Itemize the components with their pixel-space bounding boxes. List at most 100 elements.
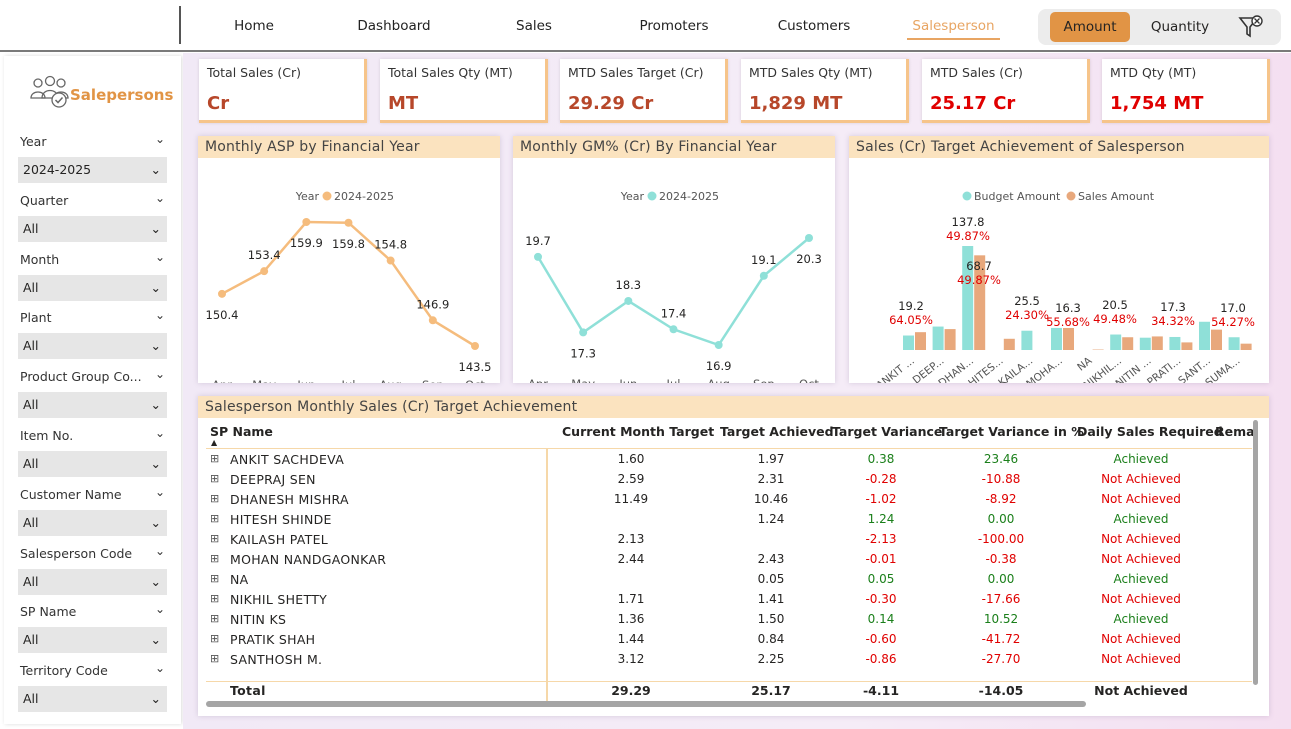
nav-divider	[179, 6, 181, 44]
col-target-achieved[interactable]: Target Achieved	[720, 424, 834, 439]
horizontal-scrollbar[interactable]	[206, 701, 1086, 707]
filter-dropdown-0[interactable]: 2024-2025 ⌄	[18, 157, 167, 183]
cell-variance: 0.38	[867, 452, 895, 466]
filter-dropdown-2[interactable]: All ⌄	[18, 274, 167, 301]
expand-icon[interactable]: ⊞	[210, 512, 220, 525]
expand-icon[interactable]: ⊞	[210, 632, 220, 645]
col-remaining[interactable]: Remai	[1215, 424, 1259, 439]
bar-budget	[1051, 327, 1062, 350]
expand-icon[interactable]: ⊞	[210, 652, 220, 665]
nav-customers[interactable]: Customers	[777, 18, 851, 34]
filter-value: All	[23, 573, 39, 589]
chevron-down-icon[interactable]: ⌄	[154, 132, 165, 146]
table-row[interactable]: ⊞ DEEPRAJ SEN 2.59 2.31 -0.28 -10.88 Not Achie…	[198, 472, 1248, 492]
filter-label-7[interactable]: Salesperson Code ⌄	[20, 543, 167, 561]
bar-budget	[1228, 337, 1240, 350]
filter-dropdown-8[interactable]: All ⌄	[18, 627, 167, 654]
table-row[interactable]: ⊞ NA 0.05 0.05 0.00 Achieved	[198, 572, 1248, 592]
filter-dropdown-3[interactable]: All ⌄	[18, 333, 167, 360]
filter-label-0[interactable]: Year ⌄	[20, 132, 167, 149]
table-row[interactable]: ⊞ HITESH SHINDE 1.24 1.24 0.00 Achieved	[198, 512, 1248, 532]
kpi-value: 25.17 Cr	[930, 93, 1016, 114]
cell-target: 2.13	[617, 532, 645, 546]
expand-icon[interactable]: ⊞	[210, 452, 220, 465]
table-row[interactable]: ⊞ MOHAN NANDGAONKAR 2.44 2.43 -0.01 -0.38 Not …	[198, 552, 1248, 572]
x-tick-label: Apr	[212, 378, 232, 383]
chevron-down-icon[interactable]: ⌄	[154, 543, 165, 558]
clear-filter-icon[interactable]	[1237, 13, 1265, 41]
filter-dropdown-1[interactable]: All ⌄	[18, 215, 167, 242]
nav-sales[interactable]: Sales	[516, 18, 552, 34]
cell-target: 1.44	[617, 632, 645, 646]
data-label: 150.4	[206, 308, 239, 322]
filter-label-9[interactable]: Territory Code ⌄	[20, 661, 167, 678]
filter-label-4[interactable]: Product Group Co... ⌄	[20, 367, 167, 384]
expand-icon[interactable]: ⊞	[210, 472, 220, 485]
filter-dropdown-7[interactable]: All ⌄	[18, 568, 167, 595]
filter-dropdown-5[interactable]: All ⌄	[18, 451, 167, 477]
vertical-scrollbar[interactable]	[1253, 420, 1258, 685]
filter-value: All	[23, 514, 39, 530]
table-row[interactable]: ⊞ DHANESH MISHRA 11.49 10.46 -1.02 -8.92 Not A…	[198, 492, 1248, 512]
sp-name: NITIN KS	[230, 612, 287, 627]
nav-dashboard[interactable]: Dashboard	[357, 18, 431, 34]
cell-variance-pct: -27.70	[981, 652, 1021, 666]
chevron-down-icon[interactable]: ⌄	[154, 602, 165, 617]
table-row[interactable]: ⊞ NITIN KS 1.36 1.50 0.14 10.52 Achieved	[198, 612, 1248, 632]
filter-dropdown-4[interactable]: All ⌄	[18, 392, 167, 419]
expand-icon[interactable]: ⊞	[210, 532, 220, 545]
nav-promoters[interactable]: Promoters	[639, 18, 709, 34]
col-sp-name[interactable]: SP Name	[210, 424, 273, 439]
sp-name: NIKHIL SHETTY	[230, 592, 328, 607]
nav-home[interactable]: Home	[234, 18, 274, 34]
expand-icon[interactable]: ⊞	[210, 612, 220, 625]
x-tick-label: Aug	[707, 377, 729, 383]
col-target-variance[interactable]: Target Variance	[832, 424, 943, 439]
col-daily-sales-required[interactable]: Daily Sales Required	[1077, 424, 1223, 439]
col-target-variance-pct[interactable]: Target Variance in %	[939, 424, 1084, 439]
filter-dropdown-6[interactable]: All ⌄	[18, 509, 167, 536]
cell-status: Not Achieved	[1101, 532, 1181, 546]
expand-icon[interactable]: ⊞	[210, 572, 220, 585]
table-row[interactable]: ⊞ ANKIT SACHDEVA 1.60 1.97 0.38 23.46 Achieved	[198, 452, 1248, 472]
cell-variance: -2.13	[865, 532, 897, 546]
table-row[interactable]: ⊞ KAILASH PATEL 2.13 -2.13 -100.00 Not Achiev…	[198, 532, 1248, 552]
filter-label-6[interactable]: Customer Name ⌄	[20, 484, 167, 502]
filter-label-3[interactable]: Plant ⌄	[20, 308, 167, 325]
chevron-down-icon[interactable]: ⌄	[154, 484, 165, 499]
nav-salesperson[interactable]: Salesperson	[907, 18, 1000, 40]
chevron-down-icon[interactable]: ⌄	[154, 249, 165, 264]
table-row[interactable]: ⊞ NIKHIL SHETTY 1.71 1.41 -0.30 -17.66 Not Ach…	[198, 592, 1248, 612]
chevron-down-icon[interactable]: ⌄	[154, 661, 165, 676]
filter-label-2[interactable]: Month ⌄	[20, 249, 167, 267]
col-current-month-target[interactable]: Current Month Target	[562, 424, 715, 439]
filter-label-text: Quarter	[20, 192, 69, 208]
filter-label-8[interactable]: SP Name ⌄	[20, 602, 167, 619]
bar-pct-label: 49.48%	[1093, 312, 1137, 326]
chevron-down-icon: ⌄	[150, 573, 161, 589]
legend-sales: Sales Amount	[1078, 190, 1155, 203]
chevron-down-icon[interactable]: ⌄	[154, 367, 165, 382]
data-label: 17.4	[661, 306, 687, 320]
chevron-down-icon[interactable]: ⌄	[154, 426, 165, 440]
cell-status: Achieved	[1113, 572, 1169, 586]
expand-icon[interactable]: ⊞	[210, 592, 220, 605]
cell-achieved: 0.84	[757, 632, 785, 646]
amount-button[interactable]: Amount	[1050, 12, 1130, 42]
table-row[interactable]: ⊞ SANTHOSH M. 3.12 2.25 -0.86 -27.70 Not Achie…	[198, 652, 1248, 672]
cell-variance-pct: -100.00	[977, 532, 1025, 546]
filter-label-5[interactable]: Item No. ⌄	[20, 426, 167, 443]
bar-pct-label: 24.30%	[1005, 308, 1049, 322]
filter-dropdown-9[interactable]: All ⌄	[18, 686, 167, 713]
target-chart-title: Sales (Cr) Target Achievement of Salespe…	[849, 136, 1269, 158]
expand-icon[interactable]: ⊞	[210, 492, 220, 505]
data-point	[218, 289, 226, 298]
expand-icon[interactable]: ⊞	[210, 552, 220, 565]
filter-label-1[interactable]: Quarter ⌄	[20, 190, 167, 208]
quantity-button[interactable]: Quantity	[1150, 19, 1210, 35]
chevron-down-icon[interactable]: ⌄	[154, 190, 165, 205]
top-nav-bar: Home Dashboard Sales Promoters Customers…	[0, 0, 1291, 52]
chevron-down-icon[interactable]: ⌄	[154, 308, 165, 323]
table-row[interactable]: ⊞ PRATIK SHAH 1.44 0.84 -0.60 -41.72 Not Achie…	[198, 632, 1248, 652]
filter-label-text: Item No.	[20, 428, 74, 443]
